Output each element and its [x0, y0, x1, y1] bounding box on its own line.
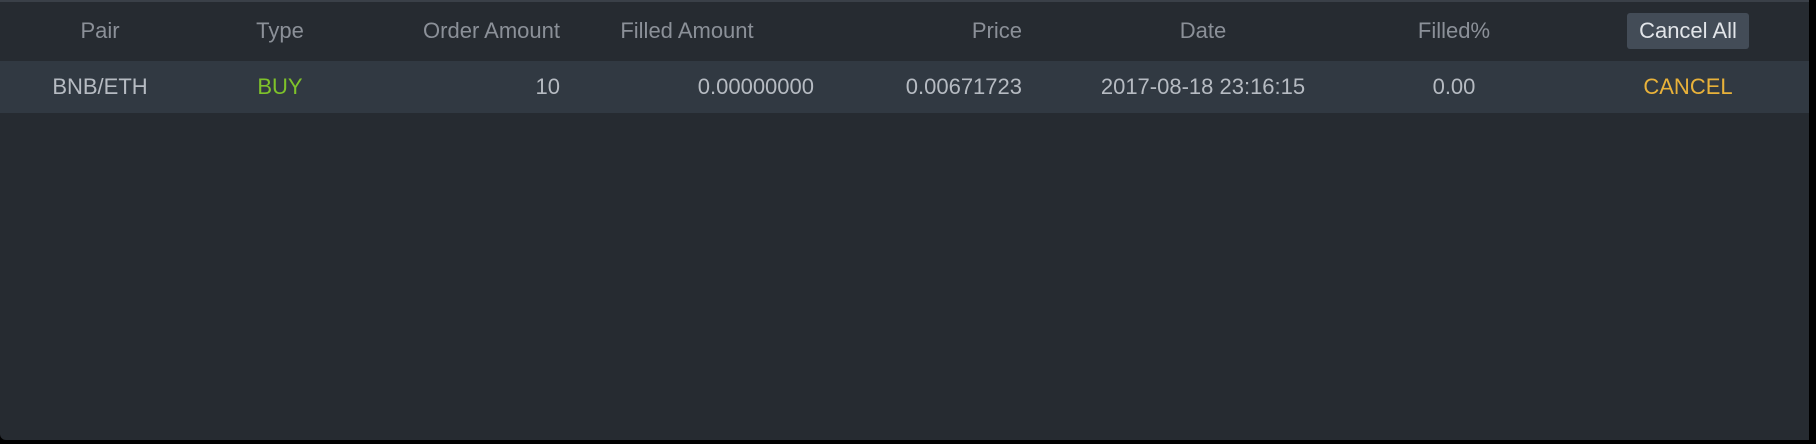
cell-pair: BNB/ETH: [52, 74, 148, 99]
cell-filled-pct: 0.00: [1432, 74, 1476, 99]
column-header-order-amount: Order Amount: [423, 18, 560, 43]
cell-filled-amount: 0.00000000: [697, 74, 814, 99]
table-row: BNB/ETH BUY 10 0.00000000 0.00671723 201…: [0, 61, 1809, 113]
cell-type: BUY: [257, 74, 303, 99]
column-header-pair: Pair: [80, 18, 120, 43]
cancel-all-cell: Cancel All: [1590, 2, 1786, 60]
column-header-type: Type: [256, 18, 304, 43]
column-header-date: Date: [1179, 18, 1227, 43]
cell-order-amount: 10: [535, 74, 560, 99]
column-header-filled-amount: Filled Amount: [620, 18, 754, 43]
cancel-all-button[interactable]: Cancel All: [1627, 13, 1749, 49]
cell-price: 0.00671723: [905, 74, 1022, 99]
cancel-order-link[interactable]: CANCEL: [1643, 74, 1733, 99]
column-header-price: Price: [971, 18, 1022, 43]
column-header-filled-pct: Filled%: [1417, 18, 1491, 43]
table-header: Pair Type Order Amount Filled Amount Pri…: [0, 2, 1809, 60]
cell-date: 2017-08-18 23:16:15: [1100, 74, 1306, 99]
